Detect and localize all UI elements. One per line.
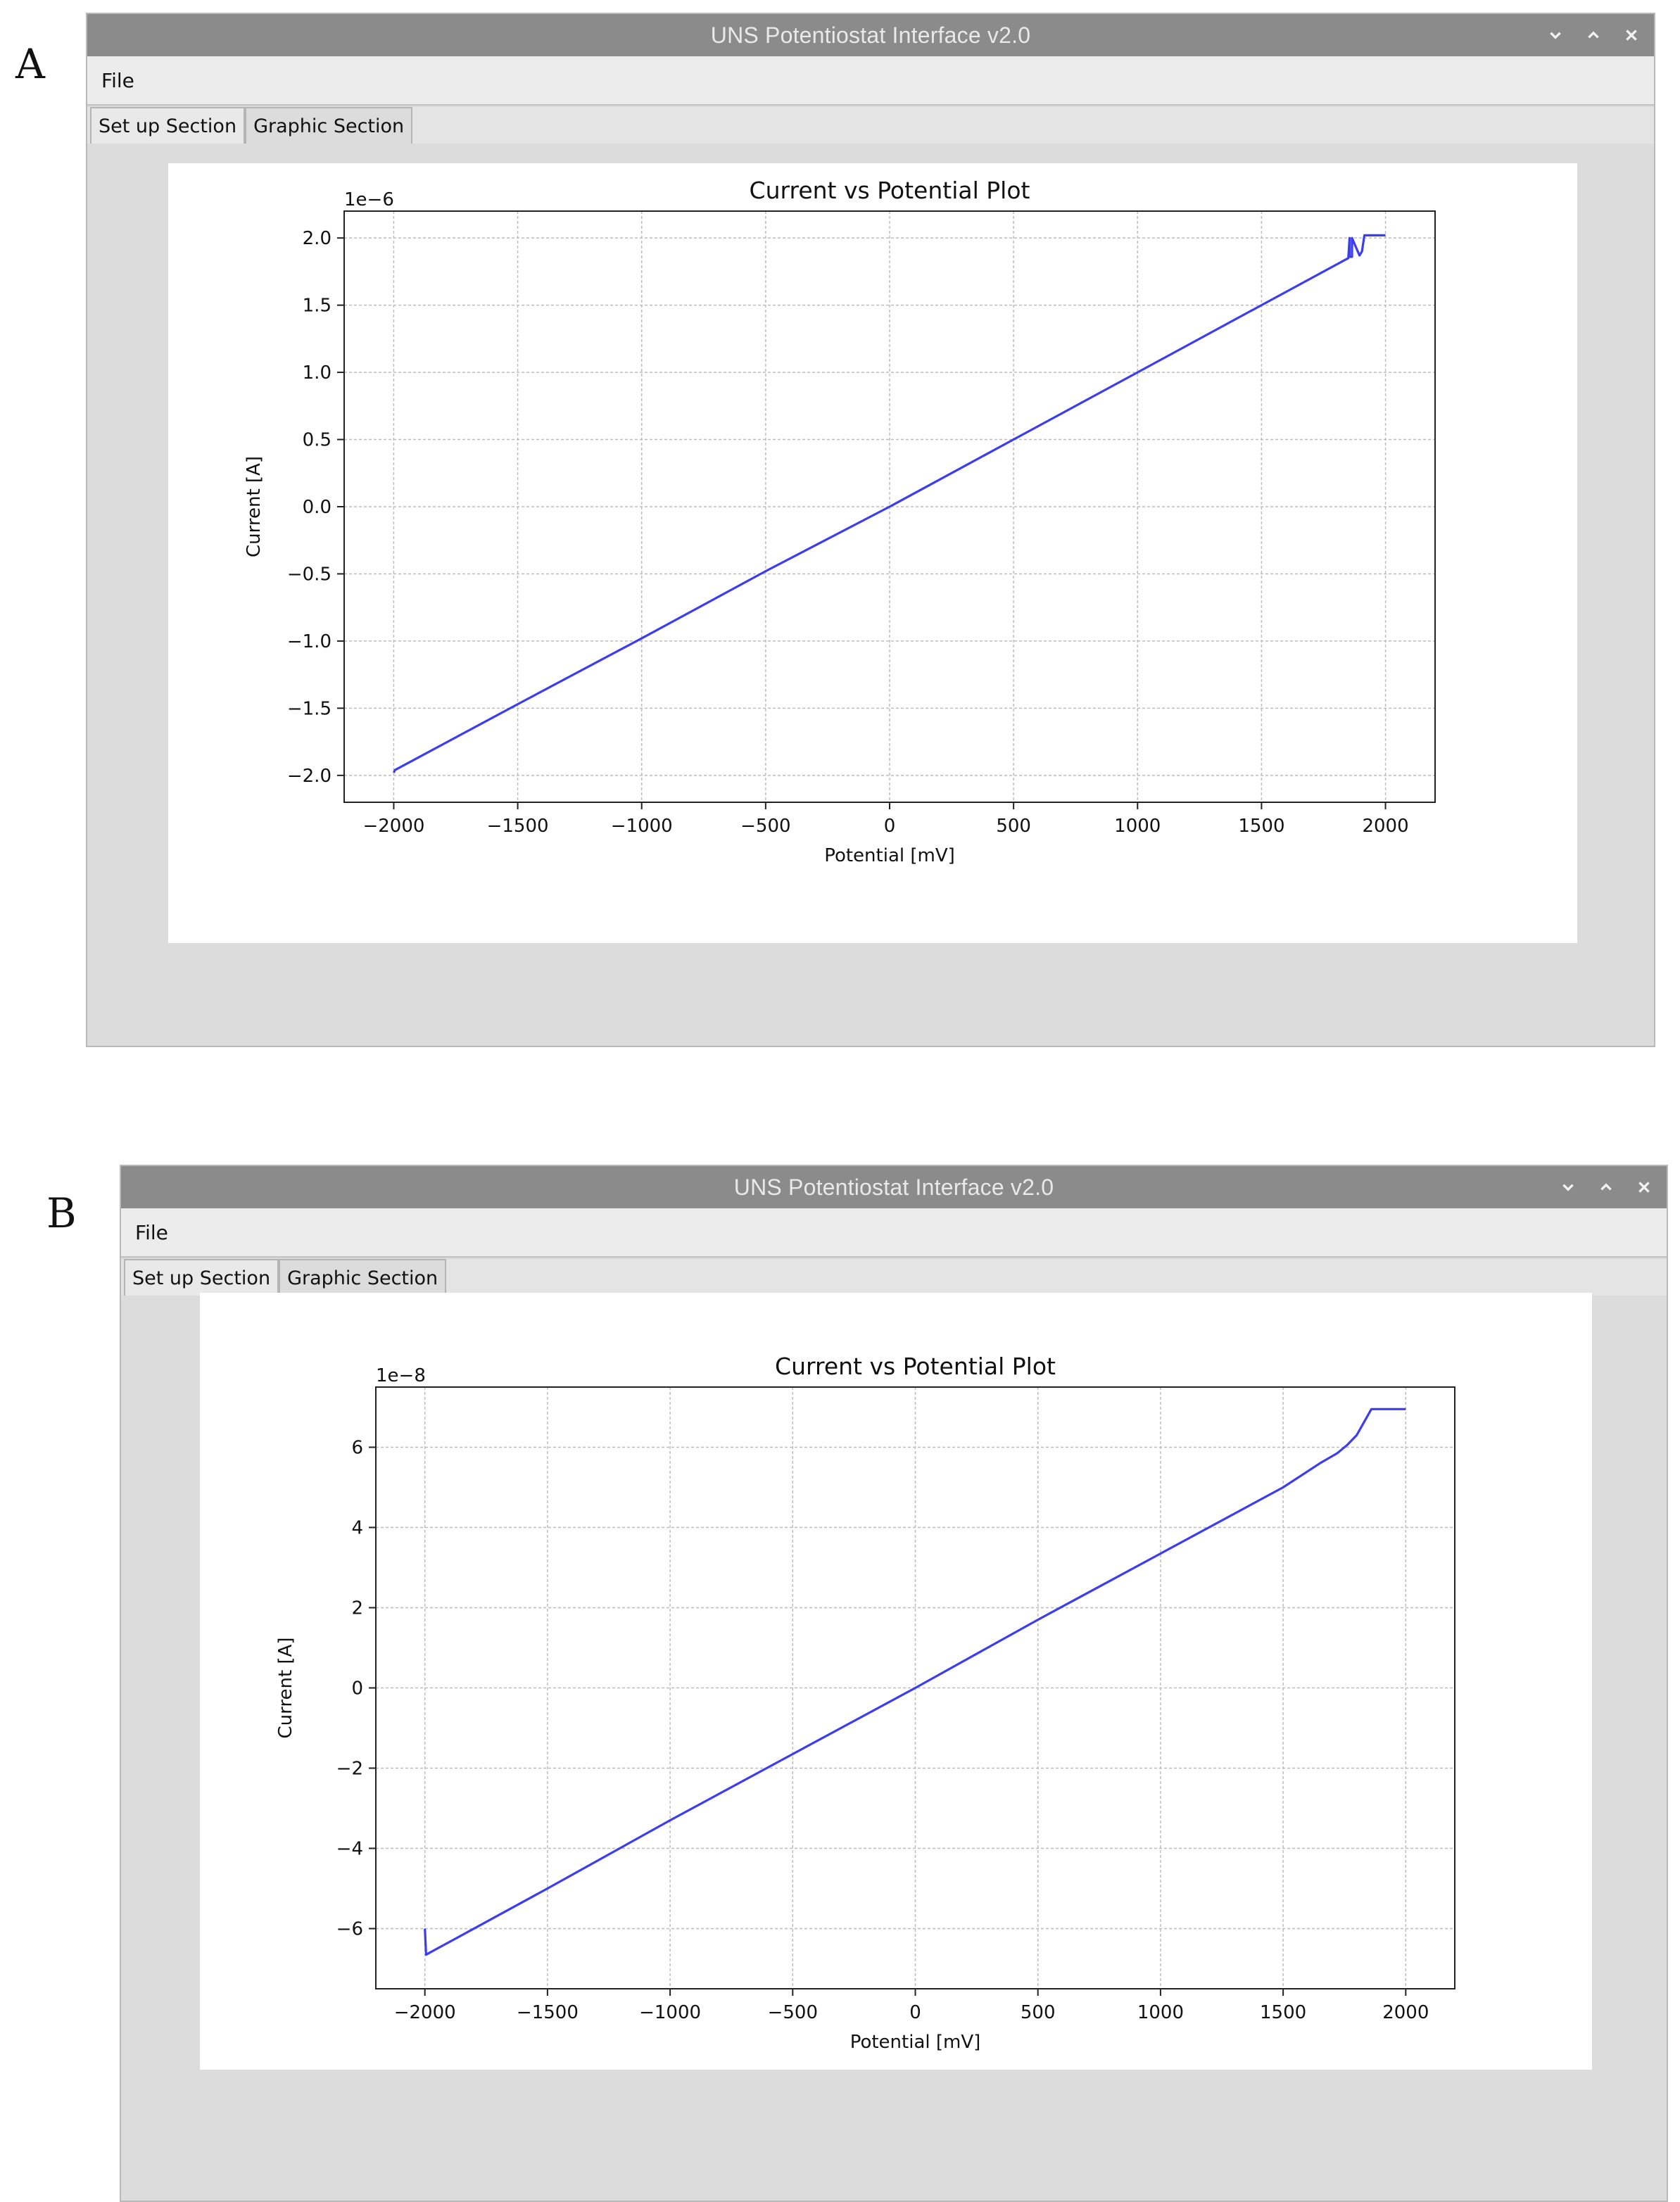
x-tick-label: 500 [996,816,1031,837]
y-axis-label: Current [A] [244,456,265,557]
tab-setup-section[interactable]: Set up Section [90,107,246,144]
y-tick-label: 6 [351,1438,363,1459]
x-tick-label: 1500 [1260,2002,1306,2023]
menu-bar: File [121,1208,1667,1258]
panel-label-a: A [15,40,45,88]
y-tick-label: 2.0 [303,228,331,249]
window-controls [1558,1166,1654,1208]
window-controls [1546,14,1641,56]
x-tick-label: −1000 [611,816,673,837]
data-line [424,1407,1406,1956]
window-title: UNS Potentiostat Interface v2.0 [710,22,1031,48]
x-tick-label: 1000 [1114,816,1161,837]
x-tick-label: −1500 [517,2002,579,2023]
y-offset-text: 1e−6 [344,189,394,210]
x-tick-label: 500 [1021,2002,1056,2023]
title-bar[interactable]: UNS Potentiostat Interface v2.0 [121,1166,1667,1208]
x-tick-label: 0 [884,816,896,837]
x-axis-label: Potential [mV] [850,2032,981,2053]
tab-bar: Set up Section Graphic Section [87,107,1654,144]
x-tick-label: 2000 [1362,816,1408,837]
y-tick-label: −4 [336,1839,363,1860]
y-tick-label: −2 [336,1759,363,1780]
window-title: UNS Potentiostat Interface v2.0 [733,1174,1054,1200]
x-tick-label: −2000 [394,2002,456,2023]
current-vs-potential-chart-b: −2000 −1500 −1000 −500 0 500 1000 1500 2000 6 4 2 0 −… [275,1353,1455,2053]
y-tick-label: 0.0 [303,497,331,518]
y-tick-label: −0.5 [287,564,331,585]
plot-canvas: −2000 −1500 −1000 −500 0 500 1000 1500 2000 2.0 1.… [168,163,1577,943]
app-window-a: UNS Potentiostat Interface v2.0 File Set… [86,13,1655,1047]
close-icon[interactable] [1634,1177,1654,1197]
x-tick-label: 2000 [1382,2002,1429,2023]
y-axis-label: Current [A] [275,1638,296,1739]
panel-label-b: B [46,1189,77,1237]
maximize-icon[interactable] [1596,1177,1616,1197]
chart-title: Current vs Potential Plot [775,1353,1056,1380]
data-line [393,234,1386,773]
y-tick-label: 0 [351,1678,363,1700]
title-bar[interactable]: UNS Potentiostat Interface v2.0 [87,14,1654,56]
x-tick-label: −2000 [362,816,424,837]
x-tick-label: −1500 [487,816,549,837]
x-tick-label: 1500 [1238,816,1284,837]
menu-file[interactable]: File [135,1220,168,1244]
graphic-content-area: −2000 −1500 −1000 −500 0 500 1000 1500 2000 6 4 2 0 −… [121,1293,1667,2201]
plot-canvas: −2000 −1500 −1000 −500 0 500 1000 1500 2000 6 4 2 0 −… [200,1293,1592,2070]
tab-graphic-section[interactable]: Graphic Section [245,107,413,144]
maximize-icon[interactable] [1584,25,1603,45]
y-tick-label: −6 [336,1919,363,1940]
chart-title: Current vs Potential Plot [750,177,1030,204]
y-offset-text: 1e−8 [376,1365,426,1386]
y-tick-label: 1.0 [303,362,331,384]
menu-file[interactable]: File [101,68,134,92]
y-tick-label: −2.0 [287,766,331,787]
menu-bar: File [87,56,1654,106]
x-tick-label: −500 [768,2002,818,2023]
x-axis-label: Potential [mV] [824,845,955,866]
y-tick-label: 2 [351,1598,363,1619]
close-icon[interactable] [1622,25,1641,45]
current-vs-potential-chart-a: −2000 −1500 −1000 −500 0 500 1000 1500 2000 2.0 1.… [244,177,1436,866]
y-tick-label: −1.0 [287,631,331,652]
tab-setup-section[interactable]: Set up Section [124,1259,279,1296]
x-tick-label: 1000 [1137,2002,1184,2023]
minimize-icon[interactable] [1546,25,1565,45]
minimize-icon[interactable] [1558,1177,1578,1197]
graphic-content-area: −2000 −1500 −1000 −500 0 500 1000 1500 2000 2.0 1.… [87,144,1654,1046]
y-tick-label: 0.5 [303,430,331,451]
y-tick-label: −1.5 [287,698,331,719]
y-tick-label: 4 [351,1518,363,1539]
x-tick-label: −1000 [639,2002,701,2023]
y-tick-label: 1.5 [303,296,331,317]
tab-bar: Set up Section Graphic Section [121,1259,1667,1296]
x-tick-label: 0 [909,2002,921,2023]
x-tick-label: −500 [740,816,790,837]
tab-graphic-section[interactable]: Graphic Section [279,1259,447,1296]
app-window-b: UNS Potentiostat Interface v2.0 File Set… [120,1165,1668,2202]
